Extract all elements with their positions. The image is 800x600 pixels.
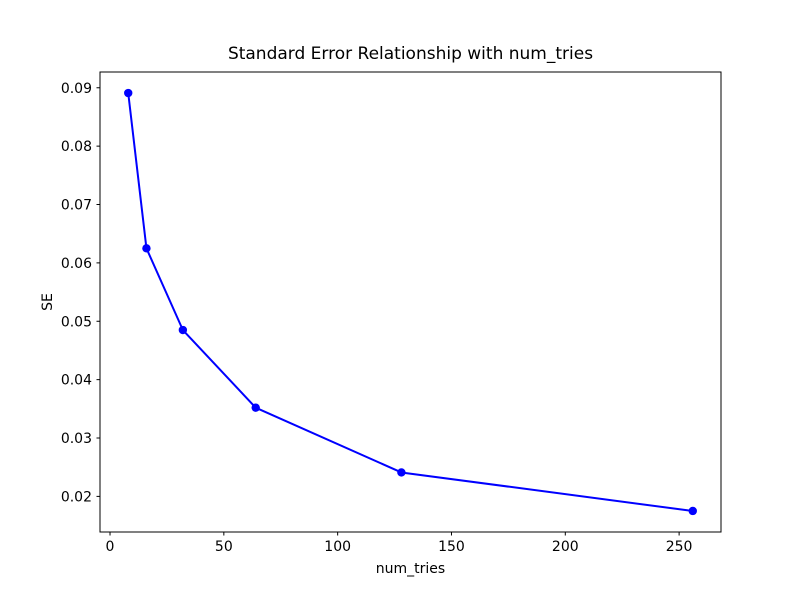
- axis-frame: [99, 71, 722, 533]
- y-tick-label: 0.08: [61, 139, 92, 155]
- x-tick-label: 150: [438, 539, 465, 555]
- data-point: [688, 506, 697, 516]
- y-tick-label: 0.09: [61, 81, 92, 97]
- y-tick-label: 0.06: [61, 256, 92, 272]
- x-tick-label: 50: [215, 539, 233, 555]
- x-tick-label: 250: [666, 539, 693, 555]
- chart-title: Standard Error Relationship with num_tri…: [227, 44, 594, 64]
- x-axis-label: num_tries: [375, 561, 446, 577]
- x-tick-label: 200: [552, 539, 579, 555]
- y-tick-label: 0.03: [61, 431, 92, 447]
- data-point: [178, 325, 188, 335]
- data-point: [124, 88, 133, 98]
- data-point: [397, 468, 406, 477]
- y-tick-label: 0.04: [61, 373, 92, 389]
- data-point: [142, 244, 151, 253]
- y-tick-label: 0.02: [61, 489, 92, 505]
- data-point: [251, 403, 260, 412]
- data-line: [127, 92, 693, 512]
- y-tick-label: 0.07: [61, 198, 92, 214]
- y-tick-label: 0.05: [61, 314, 92, 330]
- x-tick-label: 0: [106, 539, 115, 555]
- x-tick-label: 100: [324, 539, 351, 555]
